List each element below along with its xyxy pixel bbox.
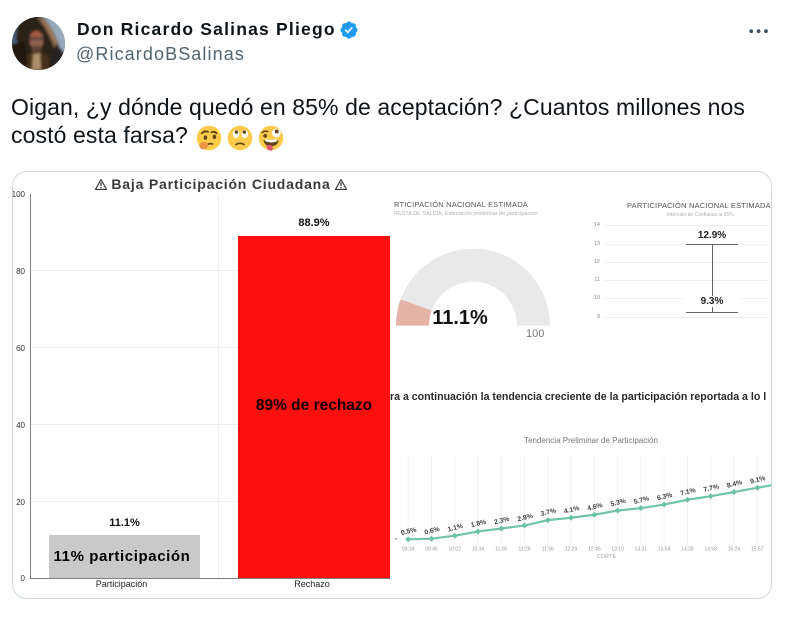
svg-text:,: , — [395, 534, 397, 541]
svg-text:9.1%: 9.1% — [750, 475, 767, 486]
svg-text:1.1%: 1.1% — [447, 523, 464, 534]
svg-text:6.3%: 6.3% — [656, 492, 673, 503]
svg-text:7.7%: 7.7% — [703, 483, 720, 494]
svg-text:11:05: 11:05 — [495, 547, 507, 553]
svg-text:14:58: 14:58 — [704, 547, 717, 553]
svg-text:11:56: 11:56 — [542, 547, 554, 553]
svg-text:11:28: 11:28 — [518, 547, 530, 553]
svg-text:13:54: 13:54 — [658, 547, 671, 553]
svg-text:5.7%: 5.7% — [633, 495, 650, 506]
svg-text:15:57: 15:57 — [751, 547, 764, 553]
svg-text:10:34: 10:34 — [472, 547, 485, 553]
svg-text:15:26: 15:26 — [728, 547, 741, 553]
svg-text:10:02: 10:02 — [448, 547, 461, 553]
svg-text:0.6%: 0.6% — [424, 526, 441, 537]
svg-text:7.1%: 7.1% — [680, 487, 697, 498]
svg-text:0.5%: 0.5% — [400, 527, 417, 538]
svg-text:13:31: 13:31 — [635, 547, 648, 553]
svg-text:09:46: 09:46 — [425, 547, 438, 553]
svg-text:12:29: 12:29 — [565, 547, 578, 553]
svg-text:09:34: 09:34 — [402, 547, 415, 553]
svg-text:4.6%: 4.6% — [587, 502, 604, 513]
svg-text:14:28: 14:28 — [681, 547, 694, 553]
svg-text:4.1%: 4.1% — [563, 505, 580, 516]
svg-text:12:46: 12:46 — [588, 547, 601, 553]
svg-text:1.8%: 1.8% — [470, 519, 487, 530]
svg-text:8.4%: 8.4% — [726, 479, 743, 490]
svg-text:5.3%: 5.3% — [610, 498, 627, 509]
svg-text:3.7%: 3.7% — [540, 507, 557, 518]
svg-text:2.8%: 2.8% — [517, 513, 534, 524]
svg-text:2.3%: 2.3% — [494, 516, 511, 527]
svg-text:13:10: 13:10 — [611, 547, 624, 553]
